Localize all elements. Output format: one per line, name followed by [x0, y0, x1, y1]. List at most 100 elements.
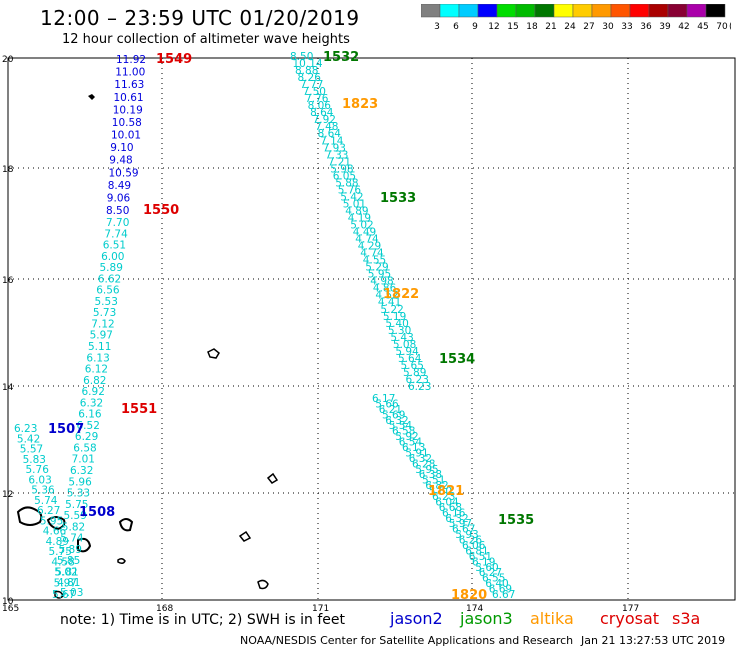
- wave-height-value: 5.60: [475, 562, 498, 574]
- wave-height-value: 5.29: [365, 262, 388, 274]
- colorbar-label: 30: [602, 22, 614, 32]
- wave-height-value: 5.69: [382, 409, 405, 421]
- lat-tick-label: 16: [2, 276, 14, 286]
- lat-tick-label: 18: [2, 165, 14, 175]
- wave-height-value: 4.52: [375, 290, 398, 302]
- wave-height-value: 5.80: [429, 486, 452, 498]
- legend-s3a: s3a: [672, 609, 701, 628]
- lat-tick-label: 12: [2, 490, 13, 500]
- wave-height-value: 9.06: [107, 192, 131, 204]
- wave-height-value: 6.52: [77, 420, 100, 432]
- wave-height-value: 6.03: [28, 474, 51, 486]
- wave-height-value: 6.32: [70, 465, 93, 477]
- wave-height-value: 5.97: [449, 518, 472, 530]
- colorbar-label: 6: [453, 22, 459, 32]
- island-shape: [257, 579, 269, 590]
- wave-height-value: 5.73: [93, 307, 116, 319]
- map-frame: [7, 57, 736, 601]
- wave-height-value: 6.67: [452, 524, 475, 536]
- page-title: 12:00 – 23:59 UTC 01/20/2019: [40, 6, 360, 30]
- wave-height-value: 6.58: [392, 426, 415, 438]
- wave-height-value: 6.04: [435, 496, 459, 508]
- wave-height-value: 6.21: [379, 404, 402, 416]
- wave-height-value: 4.19: [348, 213, 371, 225]
- wave-height-value: 4.81: [57, 577, 80, 589]
- wave-height-value: 6.32: [385, 415, 408, 427]
- wave-height-value: 8.26: [298, 72, 322, 84]
- track-pass-label: 1822: [383, 287, 419, 302]
- wave-height-value: 5.03: [60, 587, 83, 599]
- wave-height-value: 6.51: [469, 551, 492, 563]
- wave-height-value: 5.81: [55, 567, 78, 579]
- wave-height-value: 5.66: [375, 398, 399, 410]
- track-pass-label: 1821: [428, 484, 464, 499]
- legend-jason2: jason2: [390, 609, 443, 628]
- wave-height-value: 7.92: [313, 114, 336, 126]
- wave-height-value: 6.82: [425, 480, 448, 492]
- wave-height-value: 7.14: [320, 135, 344, 147]
- wave-height-value: 6.23: [408, 381, 431, 393]
- wave-height-value: 5.76: [338, 184, 362, 196]
- wave-height-value: 5.59: [64, 510, 87, 522]
- lat-tick-label: 20: [2, 55, 14, 65]
- wave-height-value: 5.36: [31, 485, 55, 497]
- wave-height-value: 6.32: [80, 397, 103, 409]
- wave-height-value: 4.89: [46, 536, 69, 548]
- wave-height-value: 4.74: [355, 234, 379, 246]
- track-pass-label: 1551: [121, 402, 157, 417]
- legend-jason3: jason3: [460, 609, 513, 628]
- lat-tick-label: 14: [2, 383, 14, 393]
- lat-tick-label: 10: [2, 597, 14, 607]
- wave-height-value: 8.06: [308, 100, 332, 112]
- track-pass-label: 1532: [323, 50, 359, 65]
- wave-height-value: 5.95: [368, 269, 391, 281]
- colorbar-label: 42: [678, 22, 689, 32]
- wave-height-value: 5.89: [100, 262, 123, 274]
- wave-height-value: 5.42: [17, 433, 40, 445]
- footer-timestamp: Jan 21 13:27:53 UTC 2019: [581, 634, 726, 647]
- wave-height-value: 4.66: [43, 526, 67, 538]
- island-shape: [117, 557, 126, 565]
- wave-height-value: 6.82: [83, 375, 106, 387]
- wave-height-value: 5.64: [398, 353, 422, 365]
- wave-height-value: 6.92: [82, 386, 105, 398]
- wave-height-value: 5.89: [403, 367, 426, 379]
- wave-height-value: 6.27: [479, 567, 502, 579]
- wave-height-value: 6.29: [75, 431, 98, 443]
- colorbar-label: 36: [640, 22, 652, 32]
- wave-height-value: 6.27: [37, 505, 60, 517]
- wave-height-value: 11.00: [115, 67, 145, 79]
- wave-height-value: 4.74: [360, 248, 384, 260]
- wave-height-value: 5.83: [23, 454, 46, 466]
- wave-height-value: 4.55: [363, 255, 386, 267]
- track-pass-label: 1534: [439, 352, 475, 367]
- track-pass-label: 1535: [498, 513, 534, 528]
- wave-height-value: 6.26: [459, 535, 483, 547]
- wave-height-value: 5.01: [343, 198, 366, 210]
- wave-height-value: 8.50: [290, 51, 313, 63]
- wave-height-value: 4.29: [358, 241, 381, 253]
- wave-height-value: 5.89: [59, 544, 82, 556]
- wave-height-value: 5.43: [390, 332, 413, 344]
- wave-height-value: 5.92: [395, 431, 418, 443]
- wave-height-value: 5.75: [49, 546, 72, 558]
- colorbar-label: 33: [621, 22, 632, 32]
- wave-height-value: 7.33: [325, 149, 348, 161]
- wave-height-value: 5.40: [385, 318, 408, 330]
- wave-height-value: 6.12: [85, 364, 108, 376]
- wave-height-value: 6.32: [445, 513, 468, 525]
- lon-tick-label: 168: [156, 604, 173, 614]
- wave-height-value: 6.00: [101, 251, 124, 263]
- wave-height-value: 6.68: [439, 502, 462, 514]
- track-pass-label: 1508: [79, 505, 115, 520]
- colorbar-label: 70: [716, 22, 728, 32]
- island-shape: [77, 537, 92, 553]
- colorbar-label: 3: [434, 22, 440, 32]
- altimeter-tracks: 11.9211.0011.6310.6110.1910.5810.019.109…: [14, 51, 515, 601]
- wave-height-value: 6.51: [103, 240, 126, 252]
- wave-height-value: 5.08: [393, 339, 416, 351]
- wave-height-value: 4.89: [345, 206, 368, 218]
- island-shape: [238, 530, 252, 542]
- wave-height-value: 5.30: [388, 325, 411, 337]
